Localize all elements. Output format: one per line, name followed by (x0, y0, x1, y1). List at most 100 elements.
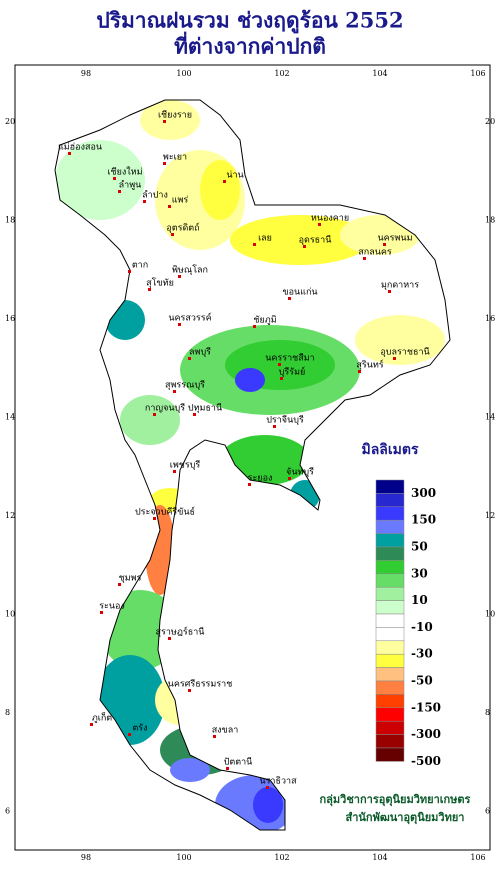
province-label: อุบลราชธานี (380, 347, 429, 358)
province-label: จันทบุรี (286, 467, 314, 478)
province-label: ปัตตานี (224, 757, 253, 768)
legend-swatch (375, 734, 405, 749)
lat-label: 20 (485, 117, 495, 126)
province-marker (153, 517, 156, 520)
province-label: มุกดาหาร (381, 281, 419, 291)
legend-label: 300 (411, 486, 436, 500)
legend-swatch (375, 519, 405, 534)
province-marker (188, 357, 191, 360)
province-label: นครสวรรค์ (168, 312, 211, 324)
lat-label: 16 (485, 314, 495, 323)
province-marker (226, 767, 229, 770)
province-marker (118, 190, 121, 193)
lat-label: 8 (5, 708, 10, 717)
province-label: สุราษฎร์ธานี (156, 626, 205, 638)
province-label: ลำปาง (142, 190, 168, 201)
lon-label: 100 (176, 69, 191, 78)
province-label: ภูเก็ต (92, 711, 112, 724)
province-label: ประจวบคีรีขันธ์ (135, 506, 195, 518)
legend-swatch (375, 667, 405, 682)
province-label: แม่ฮ่องสอน (58, 143, 102, 153)
province-label: ชัยภูมิ (253, 315, 276, 326)
lat-label: 16 (5, 314, 15, 323)
province-label: แพร่ (172, 196, 189, 206)
province-label: สุรินทร์ (356, 359, 383, 371)
lat-label: 10 (5, 610, 15, 619)
legend-label: 30 (411, 566, 428, 580)
province-label: กาญจนบุรี (145, 403, 185, 414)
province-marker (213, 735, 216, 738)
lat-label: 6 (5, 807, 10, 816)
province-label: ชุมพร (119, 574, 142, 584)
province-label: ลำพูน (119, 180, 142, 191)
legend-swatch (375, 747, 405, 762)
legend-label: -50 (411, 674, 433, 688)
legend-swatch (375, 613, 405, 628)
province-label: นราธิวาส (259, 776, 297, 787)
province-label: ลพบุรี (189, 347, 211, 358)
province-label: ปทุมธานี (188, 403, 222, 414)
lon-label: 98 (81, 69, 91, 78)
legend-swatch (375, 627, 405, 642)
province-label: นครศรีธรรมราช (168, 679, 233, 690)
province-label: พิษณุโลก (172, 265, 208, 276)
legend-label: 150 (411, 513, 436, 527)
credit: กลุ่มวิชาการอุตุนิยมวิทยาเกษตร (320, 793, 471, 807)
province-marker (273, 425, 276, 428)
province-marker (248, 483, 251, 486)
legend-swatch (375, 600, 405, 615)
province-marker (393, 357, 396, 360)
province-label: อุตรดิตถ์ (166, 222, 199, 234)
province-label: ปราจีนบุรี (266, 415, 304, 426)
legend-swatch (375, 640, 405, 655)
province-marker (128, 270, 131, 273)
province-marker (113, 177, 116, 180)
province-marker (128, 733, 131, 736)
credit: สำนักพัฒนาอุตุนิยมวิทยา (346, 811, 465, 825)
province-marker (178, 323, 181, 326)
province-label: หนองคาย (311, 214, 349, 224)
province-marker (193, 413, 196, 416)
province-marker (168, 205, 171, 208)
province-marker (288, 297, 291, 300)
lat-label: 10 (485, 610, 495, 619)
lat-label: 18 (5, 216, 15, 225)
province-marker (173, 470, 176, 473)
province-label: เชียงใหม่ (107, 167, 142, 178)
province-marker (223, 180, 226, 183)
lon-label: 102 (274, 853, 289, 862)
province-marker (153, 413, 156, 416)
province-label: บุรีรัมย์ (279, 366, 306, 378)
lon-label: 98 (81, 853, 91, 862)
province-marker (318, 223, 321, 226)
lon-label: 104 (372, 69, 387, 78)
lat-label: 14 (5, 413, 15, 422)
province-marker (188, 689, 191, 692)
legend-swatch (375, 586, 405, 601)
lat-label: 14 (485, 413, 495, 422)
legend-swatch (375, 720, 405, 735)
legend-label: 10 (411, 593, 428, 607)
province-label: สุพรรณบุรี (165, 380, 205, 391)
province-marker (168, 637, 171, 640)
lon-label: 102 (274, 69, 289, 78)
legend-swatch (375, 653, 405, 668)
province-marker (100, 611, 103, 614)
province-marker (163, 120, 166, 123)
province-marker (278, 363, 281, 366)
lat-label: 8 (485, 708, 490, 717)
lon-label: 104 (372, 853, 387, 862)
province-marker (90, 723, 93, 726)
province-marker (383, 243, 386, 246)
province-label: ตรัง (132, 724, 147, 734)
legend-swatch (375, 560, 405, 575)
province-marker (253, 243, 256, 246)
legend-label: -10 (411, 620, 433, 634)
province-marker (178, 275, 181, 278)
legend-swatch (375, 506, 405, 521)
legend-label: -150 (411, 700, 441, 714)
province-marker (303, 245, 306, 248)
province-marker (68, 152, 71, 155)
province-label: นครราชสีมา (265, 353, 314, 364)
